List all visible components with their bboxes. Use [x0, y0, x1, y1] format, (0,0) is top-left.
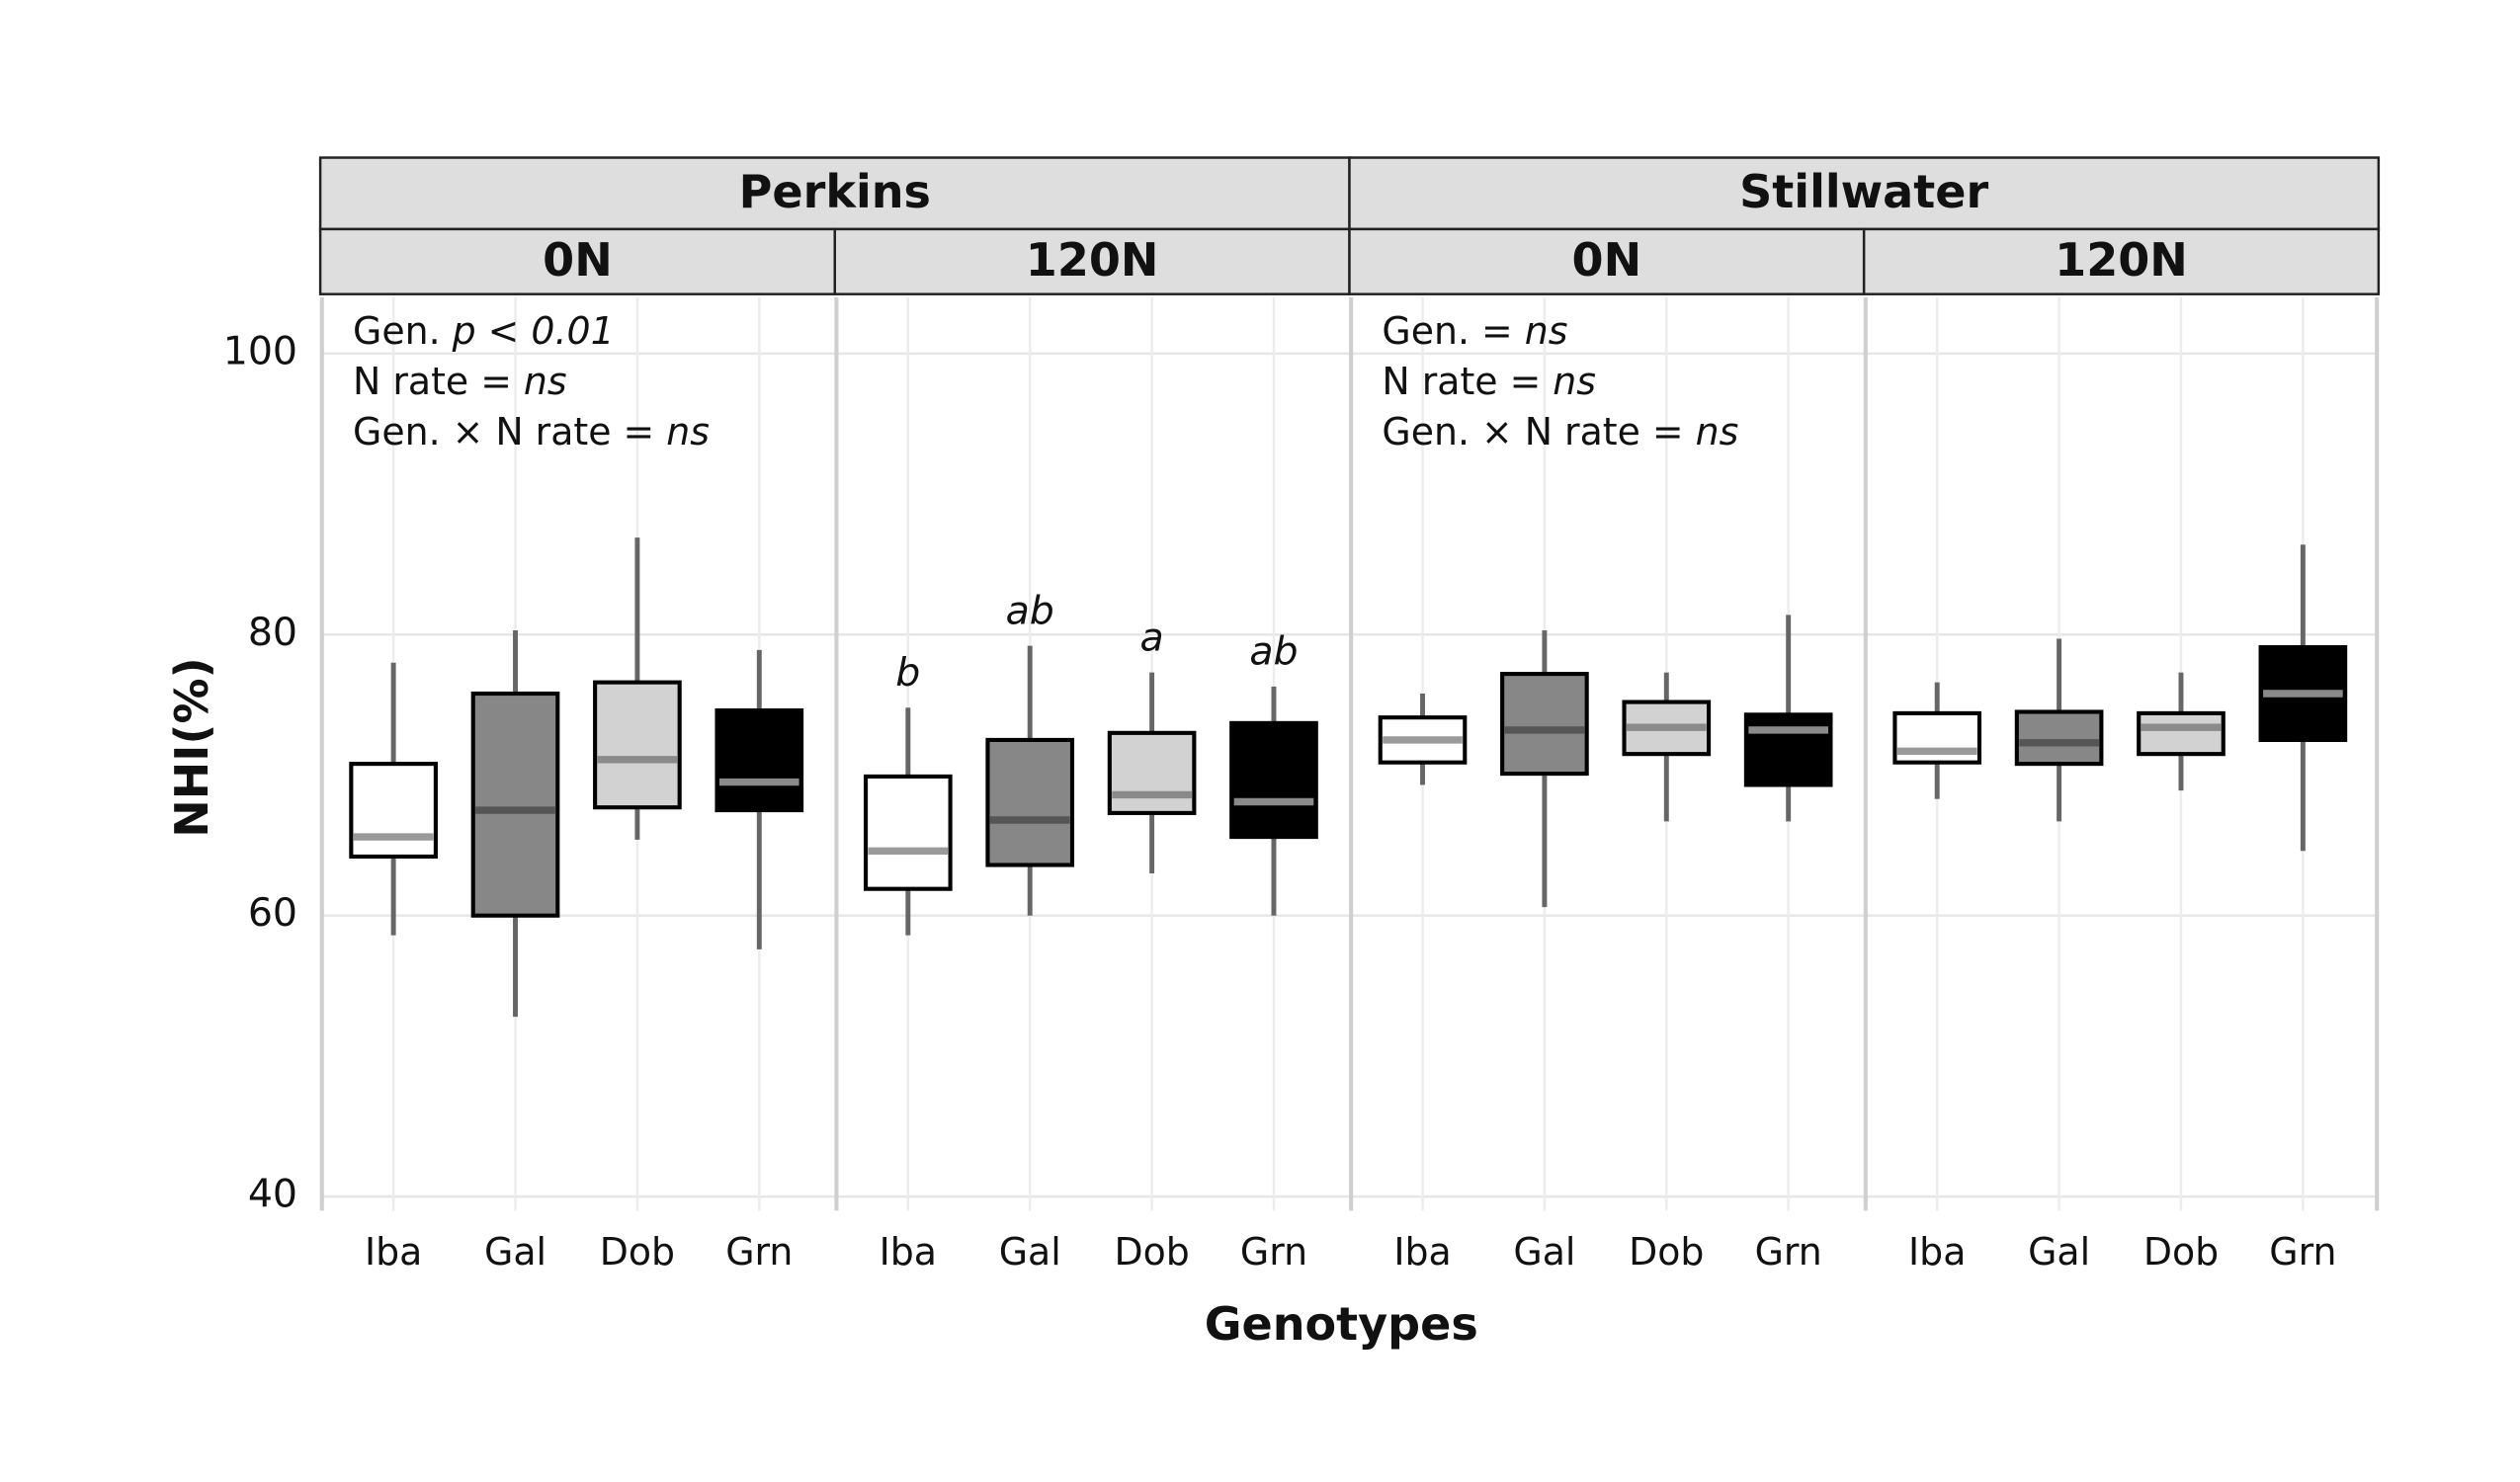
box [1229, 720, 1318, 840]
x-tick-label: Iba [365, 1230, 422, 1274]
rate-label: 120N [2055, 233, 2188, 287]
x-tick-label: Iba [1393, 1230, 1451, 1274]
annotation-part: ns [1525, 309, 1568, 353]
site-label: Stillwater [1739, 165, 1988, 218]
x-tick-label: Grn [1240, 1230, 1307, 1274]
x-tick-label: Grn [1755, 1230, 1822, 1274]
site-label: Perkins [739, 165, 931, 218]
y-tick-label: 60 [248, 890, 297, 936]
box [2137, 710, 2226, 757]
x-tick-label: Grn [2269, 1230, 2336, 1274]
box [985, 737, 1075, 867]
x-tick-label: Dob [2143, 1230, 2219, 1274]
x-tick-label: Gal [999, 1230, 1061, 1274]
annotation-part: N rate = [1382, 360, 1553, 403]
annotation-part: ns [524, 360, 567, 403]
annotation-part: Gen. × N rate = [1382, 410, 1695, 453]
y-tick-label: 80 [248, 610, 297, 655]
box [1743, 712, 1833, 787]
x-tick-label: Dob [1629, 1230, 1704, 1274]
box [349, 762, 438, 860]
x-tick-label: Iba [880, 1230, 937, 1274]
box [1107, 730, 1197, 815]
y-tick-label: 40 [248, 1172, 297, 1217]
x-tick-label: Gal [484, 1230, 546, 1274]
annotation-part: p < 0.01 [452, 309, 615, 353]
x-axis-label: Genotypes [1205, 1297, 1478, 1351]
x-tick-label: Grn [725, 1230, 793, 1274]
annotation-part: Gen. [353, 309, 453, 353]
annotation: Gen. p < 0.01 [353, 309, 615, 353]
rate-label: 120N [1026, 233, 1159, 287]
annotation: Gen. × N rate = ns [1382, 410, 1738, 453]
rate-label: 0N [543, 233, 613, 287]
significance-letter: ab [1249, 629, 1298, 675]
annotation-part: N rate = [353, 360, 524, 403]
rate-strip [1862, 227, 2381, 295]
site-strip [1348, 156, 2381, 231]
box [863, 774, 953, 891]
rate-strip [318, 227, 837, 295]
box [593, 680, 682, 810]
y-axis-label: NHI(%) [165, 657, 218, 837]
x-tick-label: Dob [1114, 1230, 1189, 1274]
annotation: N rate = ns [1382, 360, 1596, 403]
annotation-part: ns [666, 410, 710, 453]
annotation: Gen. × N rate = ns [353, 410, 710, 453]
significance-letter: a [1140, 615, 1164, 660]
significance-letter: b [895, 650, 920, 696]
x-tick-label: Gal [2028, 1230, 2090, 1274]
annotation-part: Gen. × N rate = [353, 410, 666, 453]
y-tick-label: 100 [223, 328, 297, 373]
annotation-part: Gen. = [1382, 309, 1524, 353]
box [2014, 709, 2104, 767]
significance-letter: ab [1006, 588, 1054, 633]
rate-strip [833, 227, 1351, 295]
x-tick-label: Gal [1513, 1230, 1575, 1274]
annotation: Gen. = ns [1382, 309, 1567, 353]
box [1500, 672, 1589, 777]
x-tick-label: Iba [1908, 1230, 1966, 1274]
rate-label: 0N [1572, 233, 1642, 287]
box [714, 708, 804, 813]
rate-strip [1348, 227, 1866, 295]
box [470, 691, 560, 918]
annotation-part: ns [1553, 360, 1596, 403]
box [1892, 710, 1982, 765]
annotation: N rate = ns [353, 360, 567, 403]
x-tick-label: Dob [600, 1230, 675, 1274]
annotation-part: ns [1696, 410, 1739, 453]
